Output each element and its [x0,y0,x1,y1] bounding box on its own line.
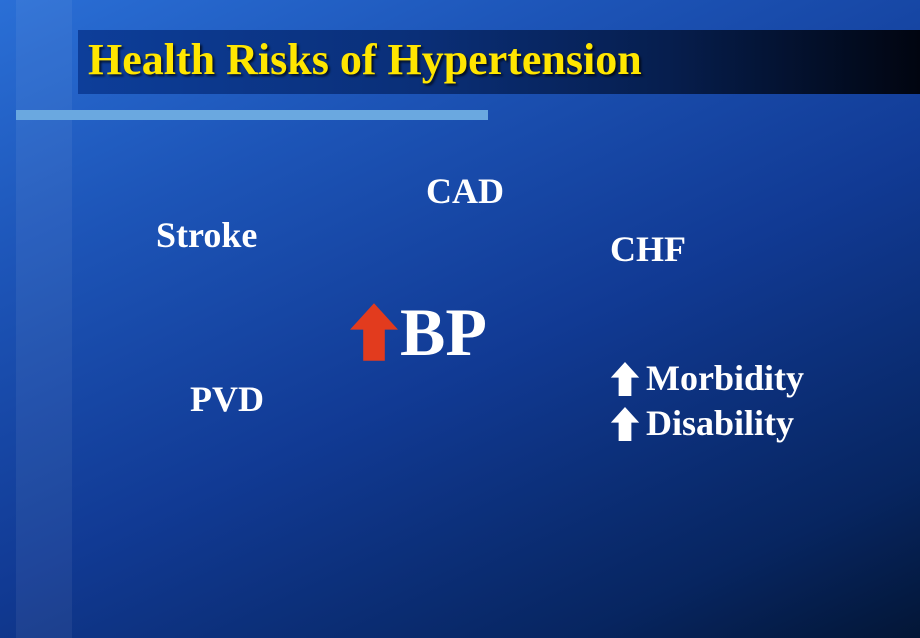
outcomes-block: Morbidity Disability [610,356,804,446]
outcome-morbidity-label: Morbidity [646,356,804,401]
node-cad: CAD [426,170,504,212]
slide-title: Health Risks of Hypertension [88,34,642,85]
node-chf: CHF [610,228,686,270]
node-stroke: Stroke [156,214,257,256]
left-accent-stripe [16,0,72,638]
outcome-morbidity: Morbidity [610,356,804,401]
center-bp: BP [350,298,487,366]
center-bp-label: BP [400,298,487,366]
outcome-disability-label: Disability [646,401,794,446]
node-pvd: PVD [190,378,264,420]
outcome-disability: Disability [610,401,804,446]
up-arrow-icon [610,362,640,396]
up-arrow-icon [350,303,398,361]
slide: Health Risks of Hypertension CAD Stroke … [0,0,920,638]
title-underline [16,110,488,120]
up-arrow-icon [610,407,640,441]
